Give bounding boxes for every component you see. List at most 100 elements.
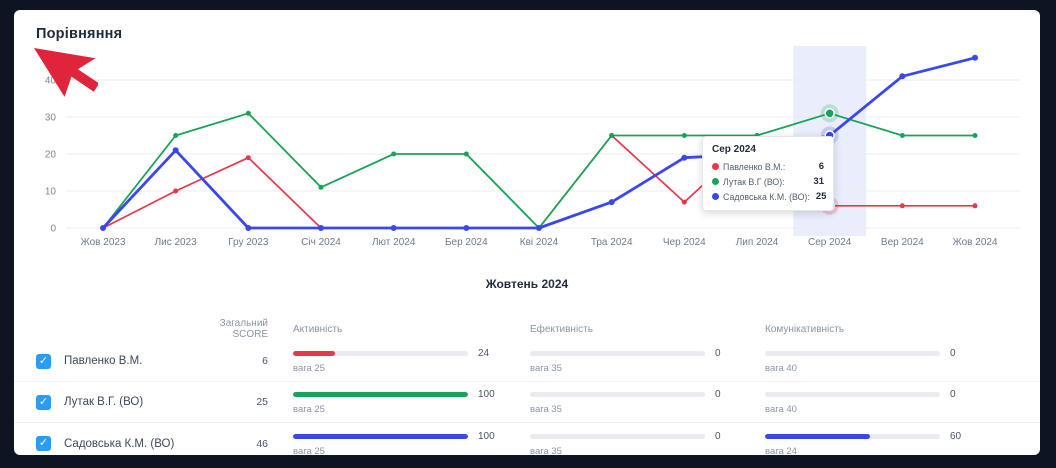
tooltip-series-label: Садовська К.М. (ВО): (723, 191, 810, 202)
table-row: ✓ Садовська К.М. (ВО) 46 100 вага 25 0 вага 35… (14, 423, 1040, 464)
activity-progress-fill (293, 433, 468, 439)
data-point (681, 133, 687, 138)
person-checkbox[interactable]: ✓ (36, 353, 51, 369)
x-tick-label: Сер 2024 (808, 237, 852, 248)
communication-weight-label: вага 24 (765, 445, 797, 457)
person-checkbox[interactable]: ✓ (36, 394, 51, 410)
tooltip-row: Садовська К.М. (ВО): 25 (712, 191, 827, 202)
data-point (899, 73, 906, 80)
x-tick-label: Тра 2024 (591, 237, 633, 248)
line-chart-canvas[interactable]: 0 10 20 30 40 Жов 2023 Лис 2023 Гру 2023 Січ 202… (14, 44, 1040, 259)
data-point (536, 225, 543, 231)
y-tick-label: 10 (45, 187, 57, 198)
series-color-dot-icon (712, 163, 719, 170)
data-point (608, 199, 615, 206)
activity-value: 24 (478, 348, 490, 359)
communication-weight-label: вага 40 (765, 363, 797, 374)
activity-progress-track (293, 433, 468, 439)
communication-value: 0 (950, 348, 956, 359)
communication-progress-fill (765, 433, 870, 439)
efficiency-weight-label: вага 35 (530, 363, 562, 374)
data-point (318, 225, 325, 231)
table-header: Загальний SCORE Активність Ефективність … (14, 317, 1040, 341)
data-point (463, 151, 469, 157)
communication-value: 0 (950, 389, 956, 400)
page-title: Порівняння (36, 26, 123, 42)
tooltip-title: Сер 2024 (712, 144, 756, 155)
data-point (463, 225, 470, 231)
activity-weight-label: вага 25 (293, 363, 325, 374)
x-tick-label: Жов 2023 (80, 237, 125, 248)
data-point (318, 184, 324, 190)
table-row: ✓ Павленко В.М. 6 24 вага 25 0 вага 35 0 вага 40 (14, 341, 1040, 382)
communication-value: 60 (950, 430, 962, 442)
person-cell: ✓ Лутак В.Г. (ВО) (14, 394, 196, 410)
x-tick-label: Бер 2024 (445, 237, 488, 248)
data-point (899, 133, 905, 138)
chart-tooltip: Сер 2024 Павленко В.М.: 6 Лутак В.Г (ВО): 3… (702, 136, 834, 211)
data-point (899, 203, 905, 209)
data-point (172, 147, 179, 154)
communication-cell: 0 вага 40 (765, 389, 1040, 415)
tooltip-series-label: Павленко В.М.: (723, 161, 786, 172)
series-color-dot-icon (712, 193, 719, 200)
communication-weight-label: вага 40 (765, 404, 797, 415)
data-point (681, 154, 688, 161)
data-point (390, 225, 397, 231)
person-cell: ✓ Садовська К.М. (ВО) (14, 436, 196, 451)
comparison-card: Порівняння 0 10 20 30 40 Жов 2023 Лис 2023 Гру … (14, 10, 1040, 457)
efficiency-weight-label: вага 35 (530, 445, 562, 457)
activity-cell: 100 вага 25 (268, 431, 530, 457)
efficiency-progress-track (530, 392, 705, 397)
x-tick-label: Січ 2024 (301, 237, 341, 248)
total-score-value: 25 (256, 396, 268, 408)
efficiency-value: 0 (715, 348, 721, 359)
activity-progress-fill (293, 351, 335, 356)
efficiency-cell: 0 вага 35 (530, 389, 765, 415)
x-tick-label: Жов 2024 (952, 237, 997, 248)
data-point (609, 133, 615, 138)
active-point (824, 108, 835, 119)
y-tick-label: 0 (50, 224, 56, 235)
communication-progress-track (765, 351, 940, 356)
person-cell: ✓ Павленко В.М. (14, 353, 196, 369)
series-color-dot-icon (712, 178, 719, 185)
x-tick-label: Чер 2024 (663, 237, 706, 248)
y-tick-label: 30 (45, 113, 57, 124)
activity-progress-track (293, 351, 468, 356)
x-tick-label: Гру 2023 (228, 237, 269, 248)
period-title: Жовтень 2024 (485, 277, 569, 291)
data-point (245, 110, 251, 116)
header-communication: Комунікативність (765, 323, 845, 335)
x-tick-label: Вер 2024 (881, 237, 924, 248)
person-name: Садовська К.М. (ВО) (64, 437, 175, 450)
person-checkbox[interactable]: ✓ (36, 436, 51, 451)
communication-cell: 0 вага 40 (765, 348, 1040, 374)
tooltip-series-value: 25 (815, 191, 827, 202)
x-tick-label: Кві 2024 (520, 237, 559, 248)
tooltip-series-label: Лутак В.Г (ВО): (723, 176, 785, 187)
person-name: Лутак В.Г. (ВО) (64, 396, 144, 408)
activity-value: 100 (478, 430, 495, 442)
data-point (245, 225, 252, 231)
tooltip-row: Павленко В.М.: 6 (712, 161, 824, 172)
tooltip-series-value: 31 (813, 176, 824, 187)
data-point (391, 151, 397, 157)
comparison-chart[interactable]: 0 10 20 30 40 Жов 2023 Лис 2023 Гру 2023 Січ 202… (14, 44, 1040, 259)
activity-cell: 24 вага 25 (268, 348, 530, 374)
y-tick-label: 20 (45, 150, 57, 161)
activity-progress-track (293, 392, 468, 397)
total-score-value: 46 (256, 437, 268, 450)
cursor-arrow-icon (34, 48, 98, 97)
communication-progress-track (765, 433, 940, 439)
data-point (173, 133, 179, 138)
header-efficiency: Ефективність (530, 323, 593, 335)
activity-weight-label: вага 25 (293, 404, 325, 415)
x-tick-label: Лип 2024 (736, 237, 779, 248)
tooltip-series-value: 6 (818, 161, 824, 172)
activity-weight-label: вага 25 (293, 445, 325, 457)
table-row: ✓ Лутак В.Г. (ВО) 25 100 вага 25 0 вага 35 0 ваг… (14, 382, 1040, 423)
data-point (100, 225, 106, 231)
data-point (173, 188, 179, 194)
communication-cell: 60 вага 24 (765, 431, 1040, 457)
